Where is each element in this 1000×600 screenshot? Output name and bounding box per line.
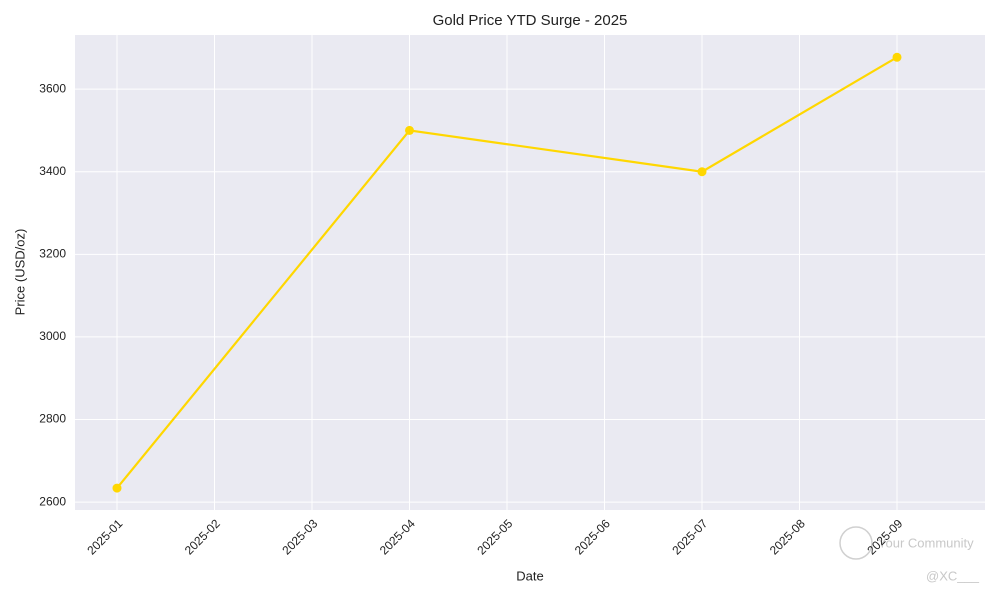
x-tick-label: 2025-06 xyxy=(572,516,613,557)
series-line xyxy=(116,56,898,489)
watermark: Your Community xyxy=(878,535,974,550)
x-tick-label: 2025-02 xyxy=(182,516,223,557)
y-tick-label: 3200 xyxy=(39,246,66,260)
y-tick-label: 3600 xyxy=(39,81,66,95)
y-tick-label: 3400 xyxy=(39,164,66,178)
y-tick-label: 2800 xyxy=(39,412,66,426)
y-tick-label: 3000 xyxy=(39,329,66,343)
x-tick-label: 2025-03 xyxy=(279,516,320,557)
y-tick-label: 2600 xyxy=(39,494,66,508)
plot-area xyxy=(75,35,985,510)
watermark-logo xyxy=(839,526,873,560)
y-axis-label: Price (USD/oz) xyxy=(12,229,27,316)
data-point xyxy=(112,483,122,493)
data-point xyxy=(697,167,707,177)
x-tick-label: 2025-01 xyxy=(84,516,125,557)
data-point xyxy=(892,52,902,62)
x-axis-label: Date xyxy=(516,568,543,583)
x-tick-label: 2025-08 xyxy=(767,516,808,557)
chart-title: Gold Price YTD Surge - 2025 xyxy=(433,12,628,29)
watermark: @XC___ xyxy=(926,568,980,583)
x-tick-label: 2025-04 xyxy=(377,516,418,557)
data-point xyxy=(405,125,414,135)
x-tick-label: 2025-07 xyxy=(669,516,710,557)
x-tick-label: 2025-05 xyxy=(474,516,515,557)
